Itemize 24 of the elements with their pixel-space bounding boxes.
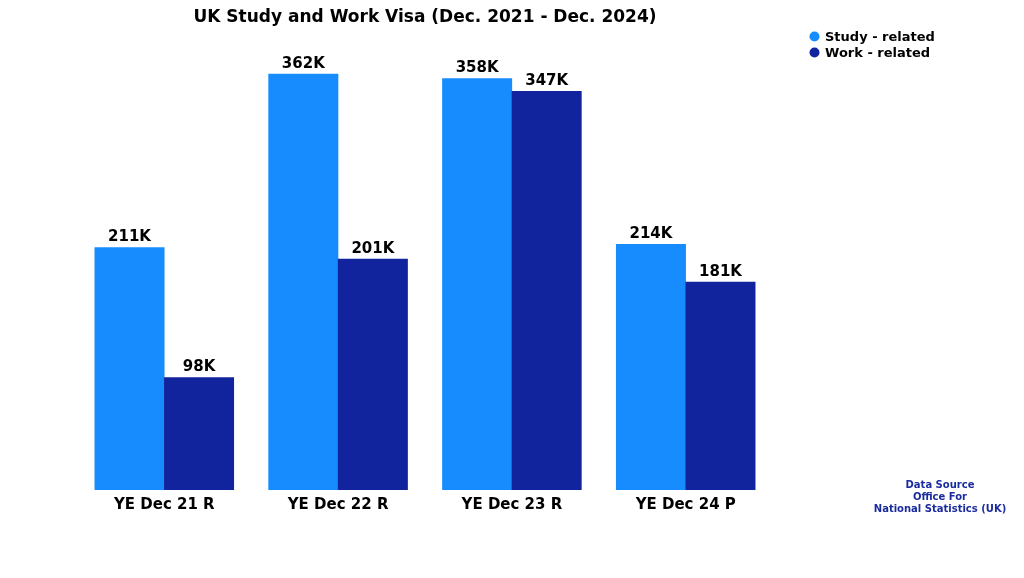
chart-title: UK Study and Work Visa (Dec. 2021 - Dec. 2024) (193, 6, 657, 26)
data-label: 358K (455, 58, 500, 77)
bar (164, 377, 235, 490)
bar (685, 281, 756, 490)
legend-label: Study - related (825, 28, 935, 44)
data-label: 181K (699, 261, 744, 280)
x-tick-label: YE Dec 22 R (286, 494, 389, 513)
legend-label: Work - related (825, 44, 931, 60)
data-label: 98K (182, 357, 217, 376)
bar (94, 247, 165, 490)
data-label: 201K (351, 238, 396, 257)
x-tick-label: YE Dec 24 P (634, 494, 736, 513)
bar (511, 90, 582, 490)
data-label: 347K (525, 70, 570, 89)
data-label: 362K (281, 53, 327, 72)
bar (442, 78, 513, 490)
bar (615, 243, 686, 490)
x-tick-label: YE Dec 21 R (112, 494, 216, 513)
bar (268, 73, 339, 490)
x-tick-label: YE Dec 23 R (460, 494, 563, 513)
bar (337, 258, 408, 490)
data-label: 211K (108, 227, 153, 246)
data-label: 214K (629, 223, 674, 242)
source-note: Data Source Office For National Statistics (UK) (873, 479, 1007, 514)
